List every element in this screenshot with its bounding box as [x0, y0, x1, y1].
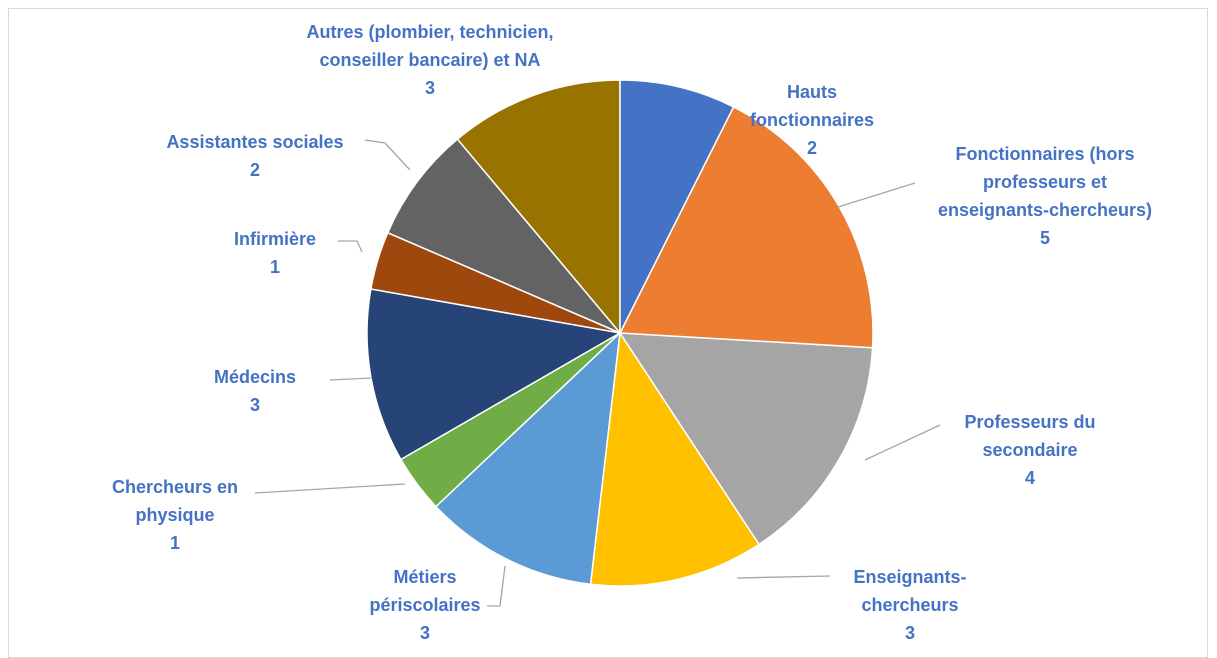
value-label: 1	[269, 257, 280, 277]
value-label: 5	[1039, 228, 1050, 248]
value-label: 2	[806, 138, 817, 158]
slice-label: Fonctionnaires (hors professeurs et ense…	[925, 140, 1165, 252]
value-label: 2	[249, 160, 260, 180]
pie-slice	[589, 330, 761, 587]
slice-label: Autres (plombier, technicien, conseiller…	[300, 18, 560, 102]
slice-label: Infirmière 1	[205, 225, 345, 281]
value-label: 4	[1024, 468, 1035, 488]
slice-label: Hauts fonctionnaires 2	[737, 78, 887, 162]
pie-slice	[619, 79, 735, 334]
leader-lines	[254, 139, 941, 607]
category-label: Hauts fonctionnaires	[749, 82, 874, 130]
category-label: Infirmière	[233, 229, 317, 249]
slice-label: Professeurs du secondaire 4	[930, 408, 1130, 492]
slice-label: Assistantes sociales 2	[135, 128, 375, 184]
category-label: Autres (plombier, technicien, conseiller…	[306, 22, 554, 70]
category-label: Enseignants-chercheurs	[853, 567, 967, 615]
category-label: Chercheurs en physique	[111, 477, 239, 525]
slice-label: Chercheurs en physique 1	[75, 473, 275, 557]
pie-slice	[366, 288, 623, 461]
value-label: 3	[904, 623, 915, 643]
category-label: Médecins	[213, 367, 297, 387]
pie-slice	[386, 138, 621, 334]
slice-label: Enseignants-chercheurs 3	[810, 563, 1010, 647]
pie-slice	[456, 79, 621, 336]
leader-line	[736, 575, 831, 579]
category-label: Métiers périscolaires	[369, 567, 481, 615]
leader-line	[487, 565, 506, 607]
pie-slice	[618, 332, 874, 546]
leader-line	[864, 424, 941, 461]
value-label: 3	[249, 395, 260, 415]
slice-label: Métiers périscolaires 3	[350, 563, 500, 647]
leader-line	[364, 139, 411, 171]
value-label: 3	[419, 623, 430, 643]
category-label: Fonctionnaires (hors professeurs et ense…	[937, 144, 1153, 220]
category-label: Professeurs du secondaire	[964, 412, 1096, 460]
leader-line	[338, 240, 363, 253]
leader-line	[329, 377, 373, 381]
category-label: Assistantes sociales	[166, 132, 344, 152]
leader-line	[254, 483, 406, 494]
value-label: 3	[424, 78, 435, 98]
pie-slice	[434, 331, 621, 586]
leader-line	[837, 182, 916, 208]
slice-label: Médecins 3	[195, 363, 315, 419]
value-label: 1	[169, 533, 180, 553]
